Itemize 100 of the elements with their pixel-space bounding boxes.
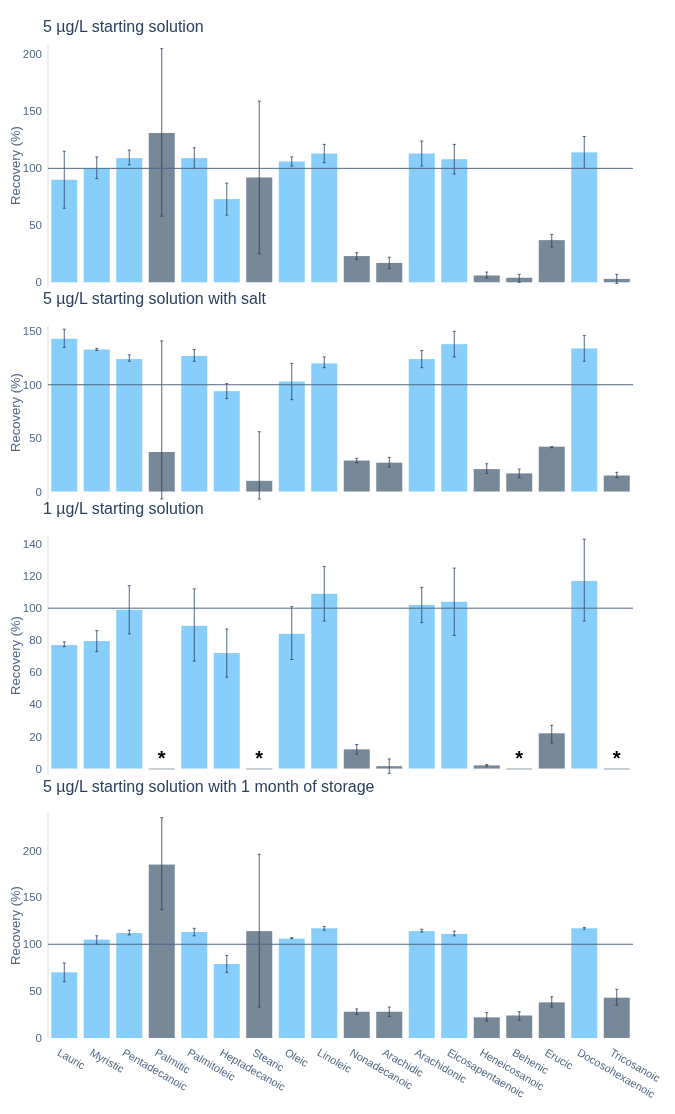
bar — [51, 179, 78, 283]
bar — [246, 480, 273, 492]
bar — [83, 168, 110, 283]
bar — [83, 641, 110, 769]
bar — [376, 1011, 403, 1038]
bar — [311, 593, 338, 769]
bar — [83, 349, 110, 492]
chart-title: 5 µg/L starting solution — [43, 18, 204, 35]
annotation: * — [157, 746, 166, 769]
bar — [278, 381, 305, 492]
bar — [148, 133, 175, 283]
bar — [538, 446, 565, 492]
y-tick-label: 20 — [29, 730, 42, 743]
bar — [571, 152, 598, 283]
bar — [213, 963, 240, 1038]
bar — [311, 363, 338, 492]
bar — [376, 462, 403, 492]
bar — [278, 161, 305, 283]
bar — [473, 469, 500, 492]
bar — [148, 864, 175, 1038]
y-tick-label: 150 — [22, 325, 42, 338]
bar — [538, 240, 565, 283]
annotation: * — [515, 746, 524, 769]
bar — [51, 645, 78, 769]
bar — [83, 939, 110, 1038]
bar — [213, 653, 240, 769]
bar — [51, 972, 78, 1038]
y-tick-label: 50 — [29, 432, 42, 445]
y-tick-label: 200 — [22, 844, 42, 857]
bar — [441, 344, 468, 492]
chart-title: 5 µg/L starting solution with salt — [43, 290, 267, 307]
y-tick-label: 50 — [29, 985, 42, 998]
y-tick-label: 0 — [35, 1032, 42, 1045]
y-tick-label: 150 — [22, 105, 42, 118]
y-tick-label: 0 — [35, 762, 42, 775]
bar — [116, 359, 143, 492]
bar — [473, 1017, 500, 1039]
bar — [506, 473, 533, 492]
y-tick-label: 100 — [22, 938, 42, 951]
bar — [343, 749, 370, 769]
x-tick-label: Oleic — [282, 1046, 312, 1070]
bar — [278, 938, 305, 1038]
bar — [116, 933, 143, 1038]
bar — [278, 633, 305, 769]
bar — [213, 199, 240, 283]
bar — [311, 153, 338, 283]
bar — [473, 275, 500, 283]
y-tick-label: 40 — [29, 698, 42, 711]
bar — [408, 604, 435, 769]
y-tick-label: 100 — [22, 602, 42, 615]
y-tick-label: 100 — [22, 378, 42, 391]
bar — [246, 177, 273, 283]
bar — [473, 765, 500, 769]
bar — [343, 256, 370, 283]
annotation: * — [255, 746, 264, 769]
bar — [441, 159, 468, 283]
annotation: * — [612, 746, 621, 769]
y-tick-label: 50 — [29, 219, 42, 232]
bar — [571, 348, 598, 492]
bar — [376, 766, 403, 769]
bar — [603, 475, 630, 492]
y-tick-label: 0 — [35, 485, 42, 498]
bar — [181, 625, 208, 769]
bar — [376, 262, 403, 283]
bar — [213, 391, 240, 492]
bar — [441, 601, 468, 769]
chart-title: 5 µg/L starting solution with 1 month of storage — [43, 778, 375, 795]
bar — [441, 933, 468, 1038]
y-tick-label: 140 — [22, 538, 42, 551]
bar — [506, 1015, 533, 1038]
bar — [181, 355, 208, 492]
y-axis-title: Recovery (%) — [8, 126, 23, 205]
y-axis-title: Recovery (%) — [8, 373, 23, 452]
bar — [116, 609, 143, 769]
bar — [538, 733, 565, 769]
bar — [311, 928, 338, 1038]
bar — [343, 460, 370, 492]
bar — [571, 928, 598, 1038]
bar — [181, 158, 208, 283]
y-tick-label: 100 — [22, 162, 42, 175]
bar — [51, 338, 78, 492]
bar — [408, 931, 435, 1038]
bar — [148, 452, 175, 492]
bar — [246, 931, 273, 1038]
y-tick-label: 80 — [29, 634, 42, 647]
chart-title: 1 µg/L starting solution — [43, 500, 204, 517]
bar — [408, 153, 435, 283]
bar — [116, 158, 143, 283]
bar — [408, 359, 435, 492]
y-axis-title: Recovery (%) — [8, 616, 23, 695]
bar — [343, 1011, 370, 1038]
bar — [571, 580, 598, 769]
bar — [538, 1002, 565, 1038]
bar — [181, 932, 208, 1038]
y-tick-label: 200 — [22, 48, 42, 61]
y-tick-label: 120 — [22, 570, 42, 583]
y-tick-label: 0 — [35, 276, 42, 289]
y-tick-label: 60 — [29, 666, 42, 679]
bar — [603, 997, 630, 1038]
y-tick-label: 150 — [22, 891, 42, 904]
